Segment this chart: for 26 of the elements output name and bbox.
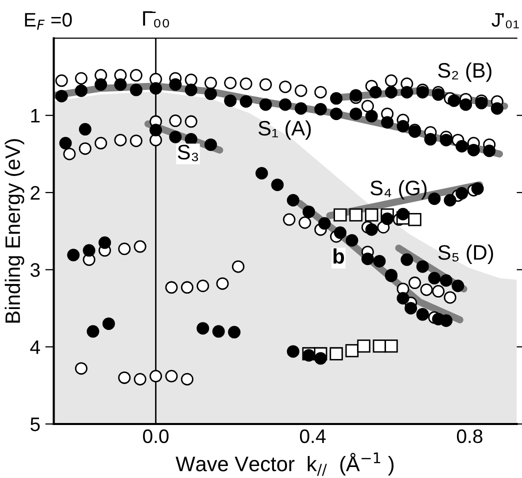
point bbox=[330, 347, 343, 360]
y-tick-label: 4 bbox=[30, 340, 40, 354]
annotation: S₄ (G) bbox=[370, 180, 427, 200]
annotation: S₃ bbox=[178, 144, 198, 162]
text: E$_{F}$ =0 bbox=[25, 12, 72, 30]
ref-line-label: Γ̄₀₀ bbox=[143, 11, 170, 28]
x-tick-label: 0.0 bbox=[143, 429, 169, 444]
point bbox=[357, 339, 370, 353]
annotation: b bbox=[334, 248, 344, 264]
x-axis-title: Wave Vector k$_{//}$ (Å$^{−1}$ ) bbox=[176, 452, 394, 476]
point bbox=[345, 344, 359, 358]
annotation: S₅ (D) bbox=[438, 244, 494, 264]
y-tick-label: 5 bbox=[30, 418, 40, 432]
y-tick-label: 3 bbox=[30, 263, 40, 277]
annotation: S₂ (B) bbox=[438, 62, 492, 82]
y-tick-label: 1 bbox=[31, 109, 40, 122]
y-axis-title: Binding Energy (eV) bbox=[4, 139, 24, 323]
point bbox=[365, 208, 378, 222]
x-tick-label: 0.8 bbox=[456, 429, 482, 444]
point bbox=[349, 208, 362, 222]
y-tick-label: 2 bbox=[30, 186, 40, 200]
x-tick-label: 0.4 bbox=[300, 429, 326, 444]
point bbox=[334, 208, 347, 222]
text: J̄'₀₁ bbox=[492, 13, 519, 28]
point bbox=[384, 339, 398, 353]
annotation: S₁ (A) bbox=[258, 120, 311, 140]
